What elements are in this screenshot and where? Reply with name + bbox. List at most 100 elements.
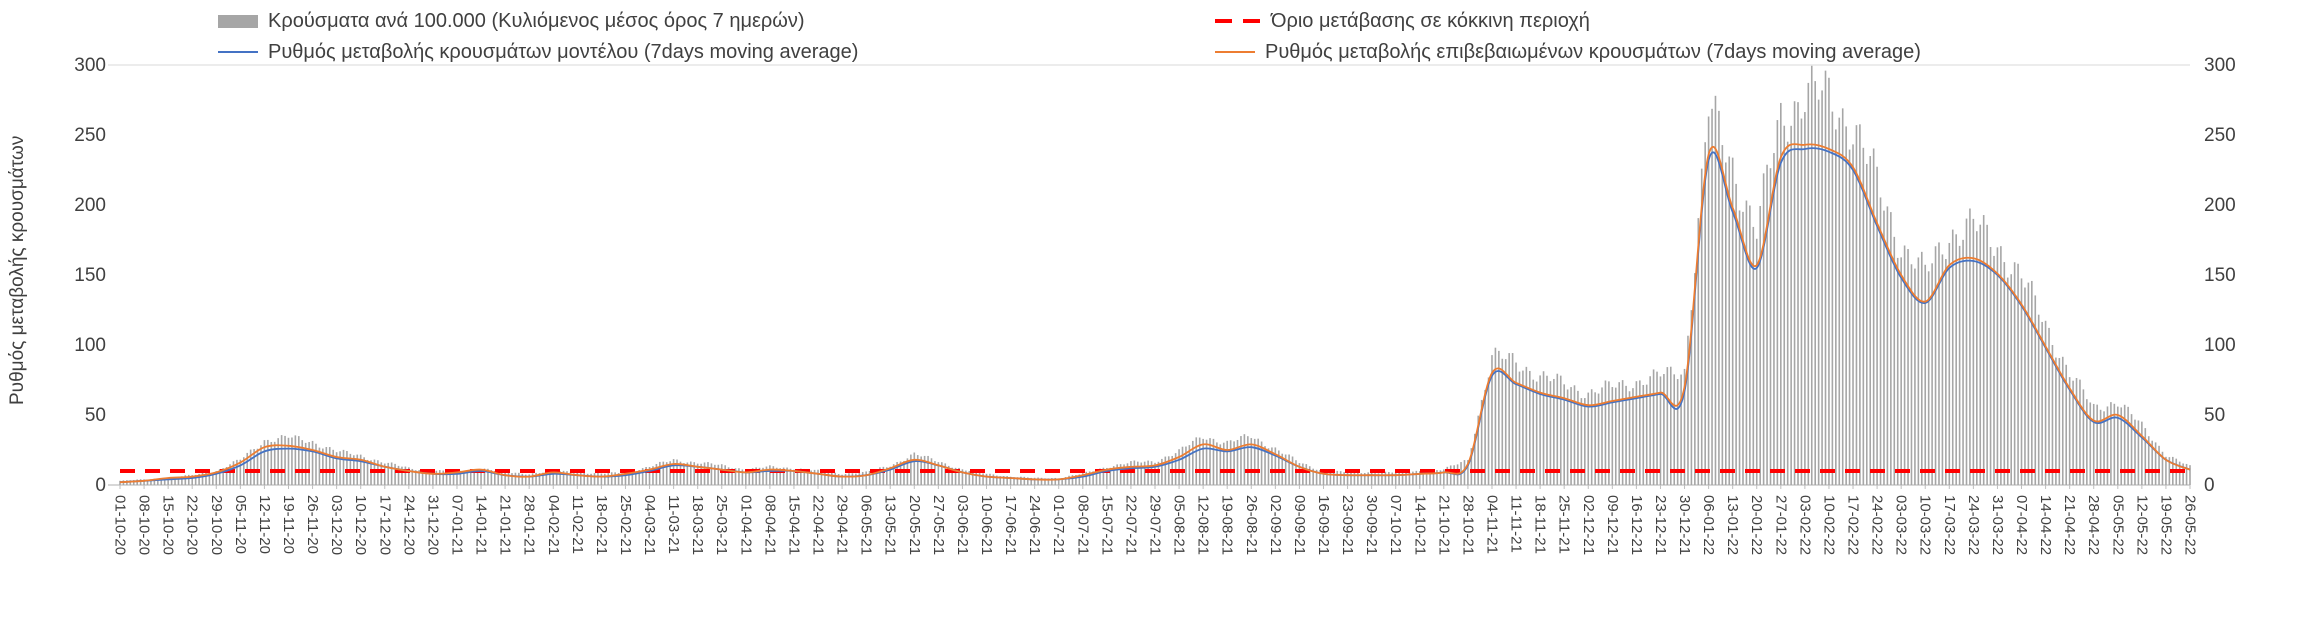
x-tick-label: 11-02-21 (569, 495, 586, 554)
x-tick-label: 03-12-20 (328, 495, 345, 555)
y-axis-labels: 0 0 50 50 100 100 150 150 200 200 250 250 300 300 (74, 55, 2235, 496)
y-tick-label-right: 100 (2204, 335, 2236, 356)
x-tick-label: 24-12-20 (400, 495, 417, 555)
y-tick-label-right: 50 (2204, 405, 2225, 426)
x-tick-label: 25-02-21 (617, 495, 634, 555)
x-tick-label: 02-12-21 (1580, 495, 1597, 555)
x-tick-label: 31-12-20 (424, 495, 441, 555)
x-tick-label: 25-03-21 (713, 495, 730, 555)
x-tick-label: 16-09-21 (1315, 495, 1332, 555)
x-tick-label: 15-10-20 (160, 495, 177, 555)
x-tick-label: 07-04-22 (2013, 495, 2030, 555)
x-tick-label: 17-02-22 (1845, 495, 1862, 555)
x-tick-label: 06-05-21 (858, 495, 875, 555)
x-tick-label: 10-06-21 (978, 495, 995, 555)
x-tick-label: 14-01-21 (473, 495, 490, 555)
x-tick-label: 20-05-21 (906, 495, 923, 555)
legend-item-confirmed-rate: Ρυθμός μεταβολής επιβεβαιωμένων κρουσμάτ… (1215, 40, 1921, 64)
legend-label-cases-per-100k: Κρούσματα ανά 100.000 (Κυλιόμενος μέσος … (268, 9, 805, 32)
x-tick-label: 10-02-22 (1820, 495, 1837, 555)
x-tick-label: 13-01-22 (1724, 495, 1741, 555)
y-tick-label-left: 0 (95, 475, 106, 496)
y-tick-label-left: 250 (74, 125, 106, 146)
x-tick-label: 07-01-21 (448, 495, 465, 555)
x-tick-label: 10-12-20 (352, 495, 369, 555)
x-tick-label: 02-09-21 (1267, 495, 1284, 555)
x-tick-label: 01-10-20 (112, 495, 129, 555)
x-tick-label: 04-11-21 (1483, 495, 1500, 554)
x-tick-label: 09-09-21 (1291, 495, 1308, 555)
x-tick-label: 26-05-22 (2182, 495, 2199, 555)
x-tick-label: 08-10-20 (136, 495, 153, 555)
x-tick-label: 27-05-21 (930, 495, 947, 555)
legend-label-threshold: Όριο μετάβασης σε κόκκινη περιοχή (1271, 9, 1590, 32)
x-tick-label: 22-10-20 (184, 495, 201, 555)
x-tick-label: 08-04-21 (761, 495, 778, 555)
legend-item-model-rate: Ρυθμός μεταβολής κρουσμάτων μοντέλου (7d… (218, 40, 858, 64)
x-tick-label: 18-03-21 (689, 495, 706, 555)
threshold-dash-swatch-icon (1215, 18, 1261, 24)
x-tick-label: 03-06-21 (954, 495, 971, 555)
x-axis-labels: 01-10-20 08-10-20 15-10-20 22-10-20 29-10-20… (112, 485, 2199, 555)
y-tick-label-left: 50 (85, 405, 106, 426)
x-tick-label: 19-11-20 (280, 495, 297, 554)
x-tick-label: 03-03-22 (1893, 495, 1910, 555)
x-tick-label: 12-08-21 (1195, 495, 1212, 555)
x-tick-label: 14-10-21 (1411, 495, 1428, 555)
confirmed-line-swatch-icon (1215, 50, 1255, 54)
bar-series-swatch-icon (218, 14, 258, 28)
x-tick-label: 19-08-21 (1219, 495, 1236, 555)
y-tick-label-left: 150 (74, 265, 106, 286)
x-tick-label: 03-02-22 (1796, 495, 1813, 555)
y-tick-label-right: 250 (2204, 125, 2236, 146)
x-tick-label: 24-03-22 (1965, 495, 1982, 555)
bars-layer (119, 65, 2191, 486)
x-tick-label: 28-04-22 (2085, 495, 2102, 555)
x-tick-label: 29-10-20 (208, 495, 225, 555)
x-tick-label: 15-04-21 (785, 495, 802, 555)
x-tick-label: 23-12-21 (1652, 495, 1669, 555)
y-tick-label-left: 100 (74, 335, 106, 356)
y-tick-label-right: 0 (2204, 475, 2215, 496)
x-tick-label: 29-04-21 (834, 495, 851, 555)
x-tick-label: 14-04-22 (2037, 495, 2054, 555)
y-tick-label-right: 200 (2204, 195, 2236, 216)
y-tick-label-left: 200 (74, 195, 106, 216)
x-tick-label: 18-02-21 (593, 495, 610, 555)
x-tick-label: 05-11-20 (232, 495, 249, 554)
x-tick-label: 06-01-22 (1700, 495, 1717, 555)
x-tick-label: 19-05-22 (2157, 495, 2174, 555)
x-tick-label: 28-01-21 (521, 495, 538, 555)
x-tick-label: 04-03-21 (641, 495, 658, 555)
x-tick-label: 26-11-20 (304, 495, 321, 554)
x-tick-label: 05-05-22 (2109, 495, 2126, 555)
x-tick-label: 17-06-21 (1002, 495, 1019, 555)
x-tick-label: 17-03-22 (1941, 495, 1958, 555)
model-line-swatch-icon (218, 50, 258, 54)
x-tick-label: 08-07-21 (1074, 495, 1091, 555)
y-tick-label-left: 300 (74, 55, 106, 76)
x-tick-label: 21-04-22 (2061, 495, 2078, 555)
x-tick-label: 18-11-21 (1532, 495, 1549, 554)
x-tick-label: 11-03-21 (665, 495, 682, 554)
x-tick-label: 09-12-21 (1604, 495, 1621, 555)
x-tick-label: 23-09-21 (1339, 495, 1356, 555)
y-tick-label-right: 150 (2204, 265, 2236, 286)
x-tick-label: 12-11-20 (256, 495, 273, 554)
confirmed-line (119, 143, 2191, 484)
x-tick-label: 16-12-21 (1628, 495, 1645, 555)
x-tick-label: 01-04-21 (737, 495, 754, 555)
x-tick-label: 22-04-21 (810, 495, 827, 555)
x-tick-label: 05-08-21 (1171, 495, 1188, 555)
legend-column-right: Όριο μετάβασης σε κόκκινη περιοχή Ρυθμός… (1215, 9, 1921, 64)
legend-column-left: Κρούσματα ανά 100.000 (Κυλιόμενος μέσος … (218, 9, 858, 64)
legend-label-confirmed-rate: Ρυθμός μεταβολής επιβεβαιωμένων κρουσμάτ… (1265, 40, 1921, 63)
legend-item-cases-per-100k: Κρούσματα ανά 100.000 (Κυλιόμενος μέσος … (218, 9, 858, 33)
x-tick-label: 11-11-21 (1508, 495, 1525, 553)
x-tick-label: 30-09-21 (1363, 495, 1380, 555)
x-tick-label: 29-07-21 (1147, 495, 1164, 555)
x-tick-label: 15-07-21 (1098, 495, 1115, 555)
x-tick-label: 04-02-21 (545, 495, 562, 555)
x-tick-label: 28-10-21 (1459, 495, 1476, 555)
